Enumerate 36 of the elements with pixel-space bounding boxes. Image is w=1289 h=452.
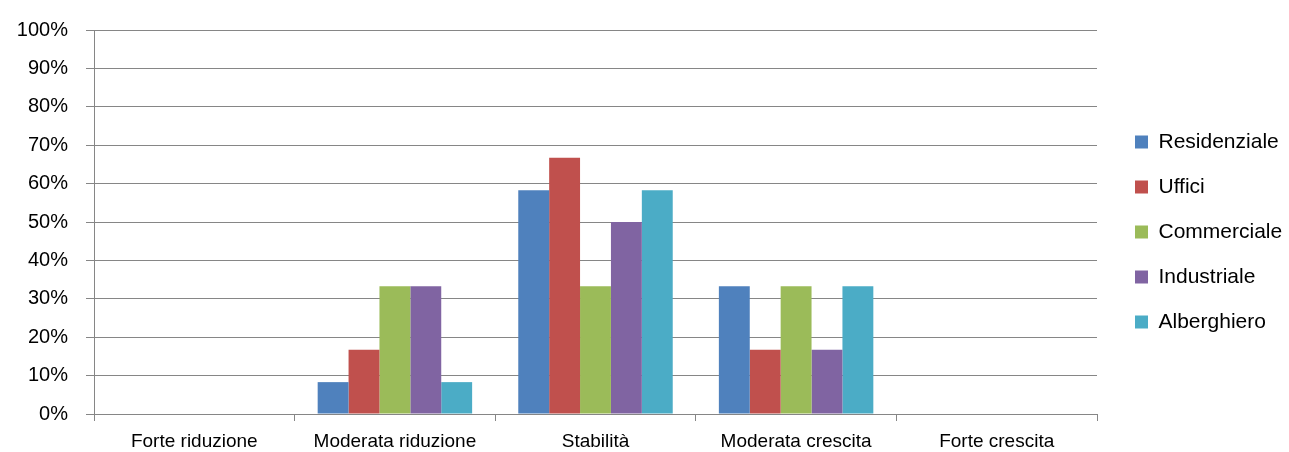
- bar: [518, 190, 550, 414]
- y-tick-label: 40%: [27, 247, 69, 270]
- bar: [610, 222, 642, 414]
- y-tick-label: 80%: [27, 94, 69, 117]
- bar: [580, 286, 611, 414]
- y-tick-label: 20%: [27, 324, 69, 347]
- bar: [441, 382, 473, 414]
- bar: [317, 382, 349, 414]
- bar: [549, 157, 581, 414]
- bar: [749, 349, 781, 414]
- x-tick-label: Forte riduzione: [130, 429, 258, 451]
- bar: [348, 349, 380, 414]
- x-tick-label: Forte crescita: [939, 429, 1055, 451]
- y-tick-label: 0%: [39, 401, 69, 424]
- bar: [379, 286, 411, 414]
- bar: [780, 286, 812, 414]
- x-tick-label: Stabilità: [561, 429, 630, 451]
- x-tick-label: Moderata riduzione: [313, 429, 477, 451]
- bar: [718, 286, 750, 414]
- y-tick-label: 90%: [27, 55, 69, 78]
- y-tick-label: 100%: [16, 17, 69, 40]
- legend-label: Uffici: [1158, 173, 1205, 197]
- legend-label: Alberghiero: [1158, 308, 1266, 332]
- legend-label: Industriale: [1158, 263, 1256, 287]
- y-tick-label: 10%: [27, 363, 69, 386]
- bar: [842, 286, 874, 414]
- bar: [641, 190, 673, 414]
- bar: [410, 286, 442, 414]
- legend-label: Residenziale: [1158, 128, 1279, 152]
- y-tick-label: 70%: [27, 132, 69, 155]
- bar: [811, 349, 843, 414]
- legend-label: Commerciale: [1158, 218, 1283, 242]
- y-tick-label: 50%: [27, 209, 69, 232]
- y-tick-label: 30%: [27, 286, 69, 309]
- y-tick-label: 60%: [27, 171, 69, 194]
- x-tick-label: Moderata crescita: [720, 429, 873, 451]
